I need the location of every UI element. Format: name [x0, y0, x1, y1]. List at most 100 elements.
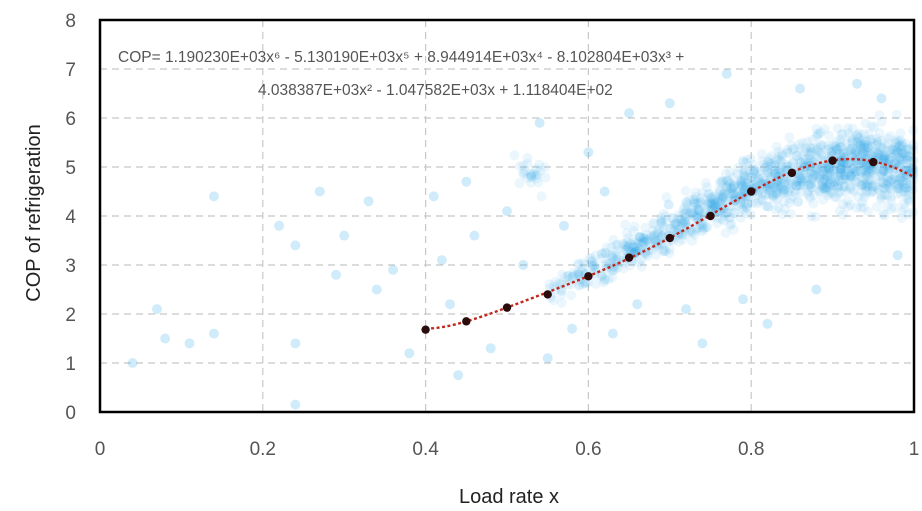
- scatter-point: [708, 191, 719, 202]
- scatter-point: [876, 192, 887, 203]
- scatter-point: [683, 208, 694, 219]
- scatter-point: [745, 171, 756, 182]
- scatter-point: [745, 192, 756, 203]
- scatter-point: [861, 170, 872, 181]
- y-tick-label: 7: [65, 60, 76, 81]
- scatter-point: [835, 170, 846, 181]
- scatter-point: [687, 205, 698, 216]
- scatter-point: [897, 176, 908, 187]
- scatter-point: [739, 171, 750, 181]
- scatter-point: [717, 192, 727, 203]
- scatter-point: [598, 277, 609, 288]
- scatter-point: [728, 172, 739, 183]
- scatter-point: [767, 190, 778, 201]
- scatter-point: [901, 179, 912, 190]
- scatter-point: [629, 221, 640, 232]
- x-axis-title: Load rate x: [459, 486, 559, 508]
- scatter-point: [883, 176, 894, 187]
- scatter-point: [514, 178, 525, 189]
- scatter-point: [865, 149, 876, 160]
- scatter-point: [535, 165, 546, 176]
- scatter-point: [677, 229, 688, 240]
- scatter-point: [882, 172, 893, 183]
- scatter-point: [857, 148, 868, 159]
- scatter-point: [614, 248, 625, 259]
- scatter-point: [839, 170, 850, 180]
- scatter-point: [596, 248, 607, 259]
- scatter-point: [838, 181, 849, 192]
- scatter-point: [597, 271, 608, 281]
- scatter-point: [611, 250, 622, 261]
- scatter-point: [641, 230, 652, 241]
- scatter-point: [813, 151, 823, 162]
- scatter-point: [791, 151, 802, 161]
- scatter-point: [810, 151, 821, 162]
- scatter-point: [715, 202, 726, 213]
- scatter-point: [896, 149, 907, 160]
- scatter-point: [793, 176, 803, 187]
- scatter-point: [620, 219, 631, 230]
- scatter-point: [701, 222, 712, 233]
- scatter-point: [842, 195, 853, 206]
- scatter-point: [760, 162, 771, 173]
- scatter-point: [767, 158, 777, 169]
- scatter-point: [778, 188, 789, 199]
- scatter-point: [290, 240, 301, 251]
- scatter-point: [824, 188, 835, 199]
- scatter-point: [795, 143, 806, 154]
- scatter-point: [768, 169, 779, 180]
- scatter-point: [826, 174, 837, 185]
- scatter-point: [860, 137, 871, 148]
- scatter-point: [735, 176, 746, 187]
- scatter-point: [885, 175, 896, 186]
- x-tick-label: 0.4: [412, 439, 439, 460]
- scatter-point: [862, 178, 873, 189]
- scatter-point: [801, 161, 812, 172]
- scatter-point: [791, 176, 802, 187]
- scatter-point: [641, 235, 652, 246]
- scatter-point: [785, 208, 796, 219]
- scatter-point: [577, 264, 588, 275]
- scatter-point: [573, 258, 584, 269]
- scatter-point: [522, 173, 533, 183]
- scatter-point: [884, 183, 895, 194]
- scatter-point: [768, 194, 779, 205]
- scatter-point: [681, 206, 692, 217]
- scatter-point: [836, 164, 847, 175]
- scatter-point: [880, 153, 891, 164]
- scatter-point: [839, 182, 850, 193]
- scatter-point: [843, 128, 854, 139]
- scatter-point: [720, 207, 731, 218]
- scatter-point: [893, 179, 904, 190]
- scatter-point: [737, 155, 748, 166]
- scatter-point: [583, 277, 593, 288]
- scatter-point: [818, 180, 829, 191]
- scatter-point: [612, 239, 623, 250]
- scatter-point: [892, 250, 903, 261]
- scatter-point: [832, 182, 843, 193]
- scatter-point: [897, 147, 907, 158]
- scatter-point: [771, 141, 782, 152]
- scatter-point: [697, 224, 708, 235]
- scatter-point: [845, 169, 855, 180]
- scatter-point: [706, 197, 717, 208]
- scatter-point: [821, 178, 832, 189]
- scatter-point: [812, 145, 823, 156]
- scatter-point: [877, 172, 888, 183]
- scatter-point: [840, 173, 851, 184]
- scatter-point: [689, 198, 700, 209]
- scatter-point: [664, 248, 675, 259]
- scatter-point: [854, 159, 865, 170]
- scatter-point: [791, 180, 802, 191]
- scatter-point: [851, 202, 862, 213]
- scatter-point: [531, 173, 542, 184]
- scatter-point: [808, 173, 818, 184]
- scatter-point: [658, 244, 669, 255]
- scatter-point: [793, 196, 804, 207]
- scatter-point: [693, 204, 704, 215]
- scatter-point: [851, 146, 862, 157]
- scatter-point: [824, 169, 835, 180]
- scatter-point: [844, 146, 855, 157]
- scatter-point: [828, 180, 839, 191]
- scatter-point: [835, 167, 846, 178]
